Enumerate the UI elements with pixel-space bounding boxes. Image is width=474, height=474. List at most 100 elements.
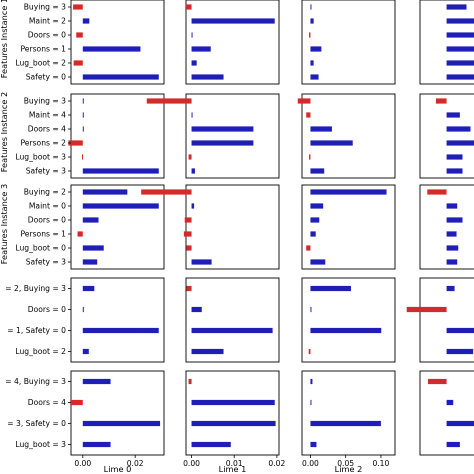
bar	[309, 32, 311, 38]
y-tick-label: Lug_boot = 2	[15, 347, 66, 356]
panel-frame	[70, 277, 165, 363]
bar	[310, 285, 351, 292]
panel-frame	[185, 0, 280, 85]
panel-frame	[185, 277, 280, 363]
bar	[446, 231, 457, 237]
bar	[191, 327, 273, 334]
bar	[82, 203, 159, 209]
bar	[427, 189, 447, 195]
bar	[191, 441, 231, 448]
bar	[191, 126, 254, 132]
panel-frame	[70, 0, 165, 85]
bar	[427, 378, 447, 385]
panel-frame	[70, 370, 165, 456]
bar	[82, 168, 159, 174]
panel-r1-c4	[419, 0, 474, 85]
bar	[310, 306, 312, 313]
bar	[70, 399, 83, 406]
panel-r2-c2	[146, 93, 280, 179]
bar	[82, 259, 98, 265]
panel-r5-c4	[419, 370, 474, 456]
x-tick-label: 0.10	[372, 459, 389, 468]
panel-frame	[301, 277, 396, 363]
y-tick-label: Persons = 2	[21, 139, 67, 148]
y-tick-label: Lug_boot = 0	[15, 244, 66, 253]
panel-r5-c1: = 4, Buying = 3 Doors = 4 = 3, Safety = 0 L…	[5, 370, 165, 474]
x-axis-label: Lime 0	[104, 464, 132, 474]
bar	[82, 189, 128, 195]
y-tick-label: Doors = 4	[28, 125, 66, 134]
y-tick-label: Persons = 1	[21, 230, 67, 239]
panel-r4-c1: = 2, Buying = 3 Doors = 0 = 1, Safety = 0 L…	[5, 277, 165, 363]
panel-r3-c1: Buying = 2 Maint = 0 Doors = 0 Persons = 1 L…	[15, 184, 165, 270]
y-tick-label: Maint = 2	[29, 17, 66, 26]
panel-r4-c4	[406, 277, 474, 363]
x-tick-label: 0.00	[183, 459, 200, 468]
bar	[310, 259, 326, 265]
panel-frame	[301, 93, 396, 179]
bar	[191, 259, 212, 265]
row-label: Features Instance 2	[0, 92, 9, 172]
bar	[446, 327, 474, 334]
y-tick-label: Lug_boot = 3	[15, 440, 66, 449]
x-tick-label: 0.00	[74, 459, 91, 468]
bar	[191, 60, 197, 66]
bar	[310, 18, 314, 24]
bar	[191, 420, 276, 427]
bar	[191, 399, 275, 406]
panel-r5-c2: 0.00 0.01 0.02 Lime 1	[183, 370, 285, 474]
bar	[82, 245, 104, 251]
x-axis-label: Lime 2	[335, 464, 363, 474]
bar	[446, 399, 454, 406]
panel-frame	[419, 370, 474, 456]
panel-frame	[419, 184, 474, 270]
bar	[82, 285, 95, 292]
panel-frame	[419, 93, 474, 179]
bar	[309, 154, 311, 160]
bar	[446, 285, 455, 292]
bar	[406, 306, 447, 313]
bar	[446, 112, 460, 118]
bar	[191, 348, 224, 355]
bar	[446, 18, 474, 24]
bar	[308, 348, 311, 355]
bar	[191, 203, 195, 209]
bar	[446, 203, 458, 209]
bar	[82, 217, 99, 223]
bar	[310, 217, 320, 223]
bar	[82, 74, 159, 80]
y-tick-label: Lug_boot = 2	[15, 59, 66, 68]
bar	[306, 245, 311, 251]
y-tick-label: Lug_boot = 3	[15, 153, 66, 162]
bar	[446, 348, 474, 355]
bar	[73, 60, 83, 66]
bar	[68, 140, 83, 146]
panel-frame	[419, 277, 474, 363]
bar	[188, 154, 192, 160]
bar	[446, 140, 474, 146]
bar	[446, 74, 474, 80]
y-tick-label: Buying = 2	[24, 188, 66, 197]
bar	[310, 126, 332, 132]
panel-r4-c2	[185, 277, 280, 363]
bar	[146, 98, 192, 104]
panel-r2-c1: Buying = 3 Maint = 4 Doors = 4 Persons = 2 L…	[15, 93, 165, 179]
panel-frame	[419, 0, 474, 85]
bar	[310, 74, 319, 80]
bar	[306, 112, 311, 118]
panel-frame	[70, 184, 165, 270]
bar	[82, 126, 84, 132]
bar	[446, 4, 467, 10]
y-tick-label: Doors = 4	[28, 398, 66, 407]
bar	[446, 245, 459, 251]
bar	[191, 18, 275, 24]
bar	[191, 112, 193, 118]
x-tick-label: 0.02	[268, 459, 285, 468]
panel-frame	[185, 184, 280, 270]
bar	[310, 46, 322, 52]
y-tick-label: Doors = 0	[28, 305, 66, 314]
bar	[183, 231, 192, 237]
bar	[82, 441, 111, 448]
bar	[446, 32, 474, 38]
row-label: Features Instance 1	[0, 0, 9, 78]
